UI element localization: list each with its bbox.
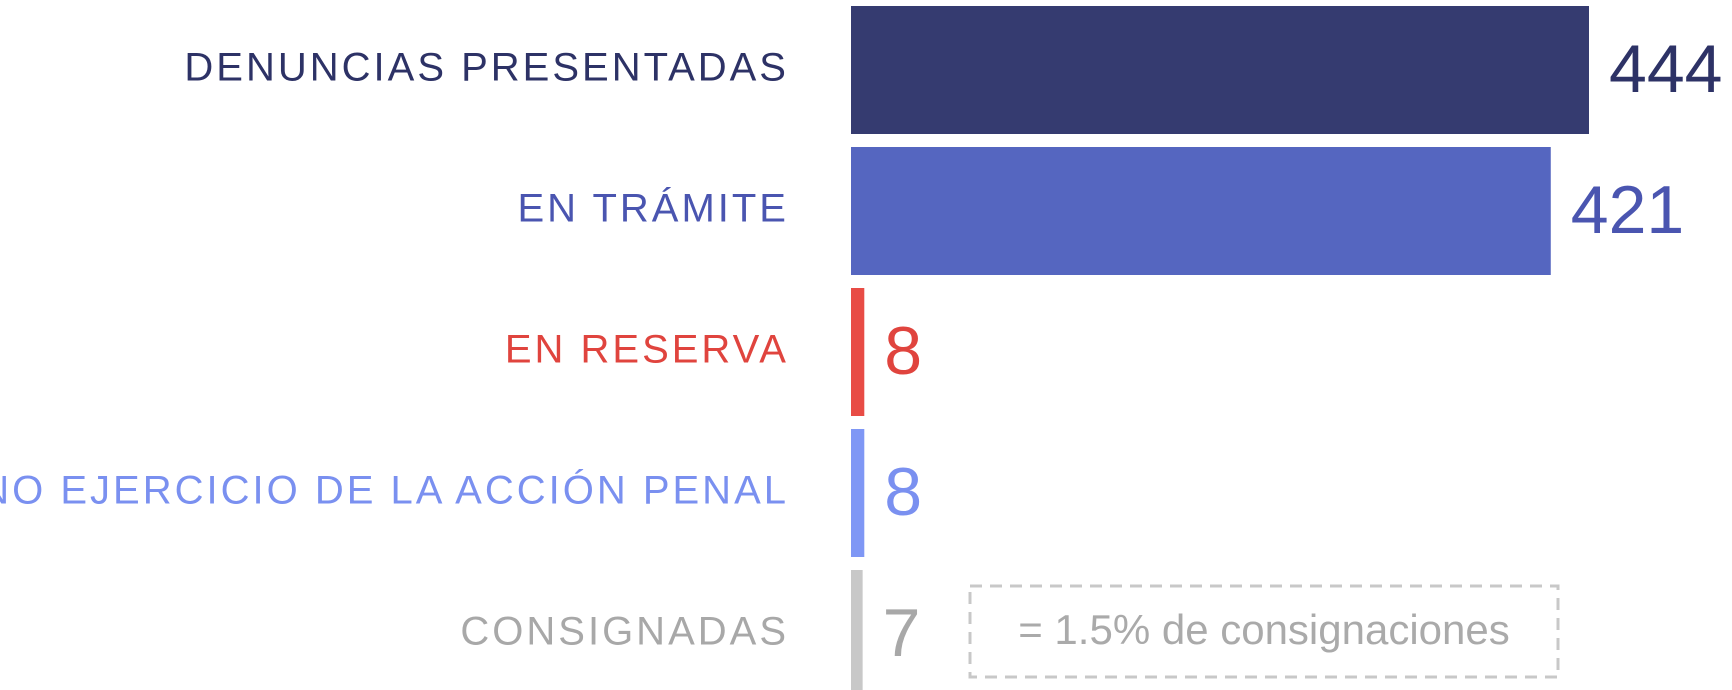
value-label: 8: [884, 313, 922, 389]
annotation: = 1.5% de consignaciones: [1018, 606, 1510, 653]
value-label: 444: [1609, 31, 1722, 107]
bar: [851, 288, 865, 416]
bar: [851, 570, 863, 690]
category-label: DENUNCIAS PRESENTADAS: [184, 46, 789, 90]
category-label: CONSIGNADAS: [460, 610, 789, 654]
category-label: EN TRÁMITE: [517, 186, 789, 231]
bar: [851, 429, 865, 557]
value-label: 7: [883, 595, 921, 671]
category-label: EN RESERVA: [505, 328, 789, 372]
bar: [851, 147, 1551, 275]
value-label: 421: [1571, 172, 1684, 248]
category-label: NO EJERCICIO DE LA ACCIÓN PENAL: [0, 468, 789, 513]
bar: [851, 6, 1589, 134]
value-label: 8: [884, 454, 922, 530]
